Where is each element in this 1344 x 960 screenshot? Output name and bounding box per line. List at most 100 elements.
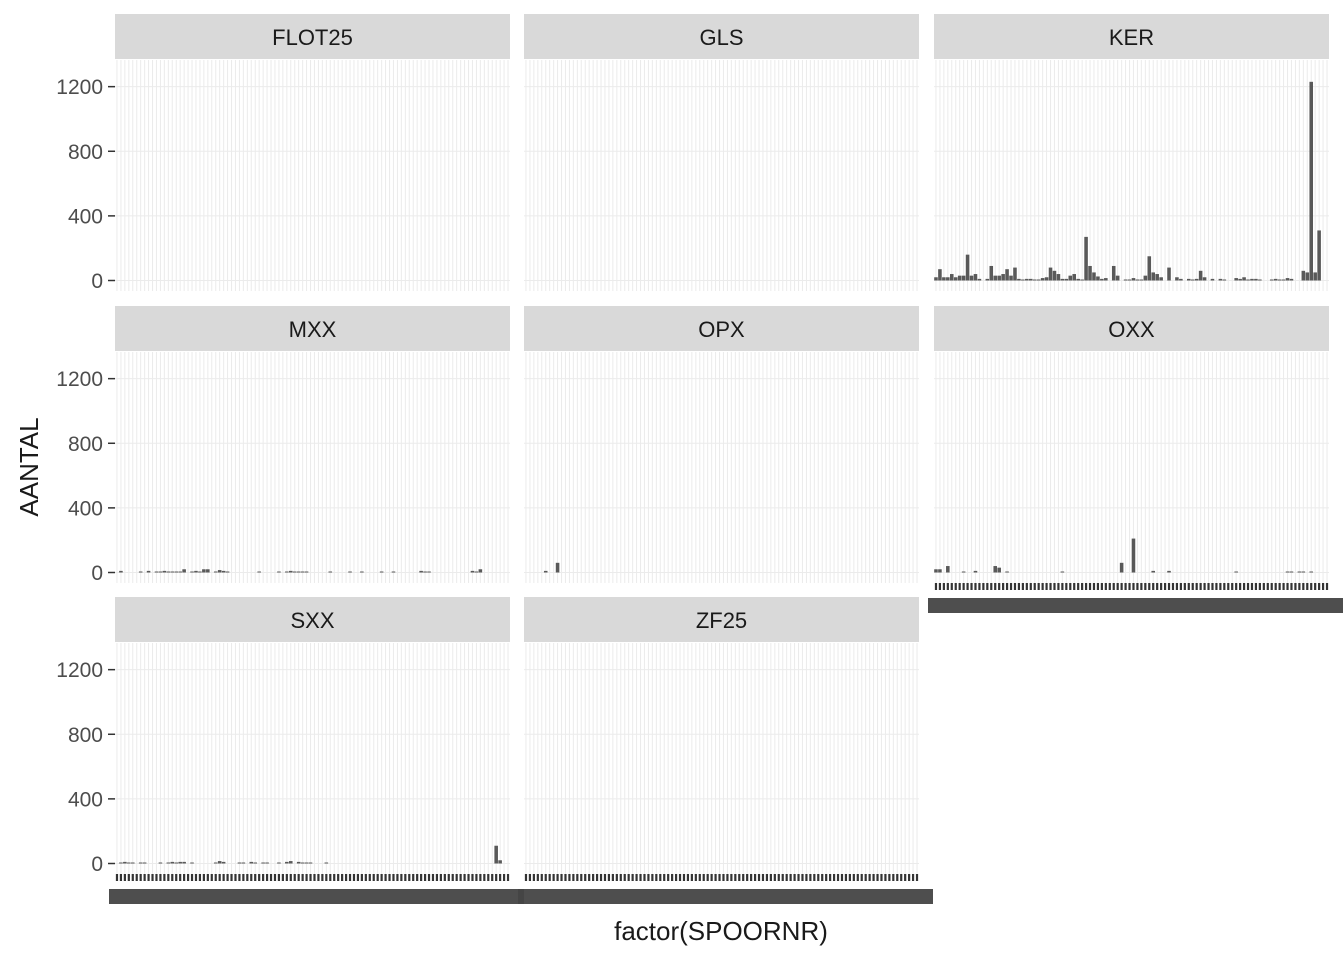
bar xyxy=(123,861,127,864)
y-tick-label: 800 xyxy=(68,141,103,164)
bar xyxy=(285,571,289,573)
strip-background xyxy=(115,306,510,351)
bar xyxy=(1064,278,1069,281)
bar xyxy=(237,862,242,864)
bar xyxy=(257,571,261,573)
bar xyxy=(288,861,293,864)
bar xyxy=(1222,279,1227,281)
bar xyxy=(1309,571,1314,573)
bar xyxy=(1281,279,1286,281)
bar xyxy=(190,571,194,573)
bar xyxy=(285,861,289,864)
bar xyxy=(953,277,958,281)
bar xyxy=(1111,265,1116,281)
bar xyxy=(1052,270,1057,281)
bar xyxy=(1104,278,1108,281)
bar xyxy=(1135,279,1140,281)
panel-zf25: ZF25 xyxy=(518,597,933,904)
bar xyxy=(127,862,131,864)
bar xyxy=(1151,272,1156,281)
strip-background xyxy=(524,306,919,351)
bar xyxy=(1285,571,1290,573)
panel-gls: GLS xyxy=(524,14,919,291)
bar xyxy=(296,861,301,864)
bar xyxy=(961,275,966,281)
bar xyxy=(1258,279,1262,281)
bar xyxy=(1234,278,1238,281)
bar xyxy=(379,571,384,573)
bar xyxy=(1060,278,1065,281)
bar xyxy=(1147,256,1152,281)
bar xyxy=(158,571,163,573)
bar xyxy=(288,570,293,573)
bar xyxy=(221,861,226,864)
strip-label: MXX xyxy=(289,317,337,342)
bar xyxy=(198,571,202,573)
bar xyxy=(182,569,186,573)
bar xyxy=(119,570,123,573)
bar xyxy=(253,862,258,864)
bar xyxy=(1092,272,1096,281)
bar xyxy=(1317,230,1321,281)
bar xyxy=(166,862,171,864)
bar xyxy=(965,254,970,281)
bar xyxy=(470,570,475,573)
bar xyxy=(1017,278,1021,281)
bar xyxy=(478,569,483,573)
bar xyxy=(1198,270,1203,281)
bar xyxy=(993,566,998,573)
bar xyxy=(973,274,978,281)
bar xyxy=(1123,279,1128,281)
bar xyxy=(217,861,222,864)
bar xyxy=(977,278,982,281)
bar xyxy=(138,862,143,864)
y-tick-label: 400 xyxy=(68,788,103,811)
bar xyxy=(249,861,254,864)
bar xyxy=(555,562,560,573)
bar xyxy=(934,569,938,573)
strip-label: GLS xyxy=(699,25,743,50)
bar xyxy=(213,862,218,864)
bar xyxy=(190,862,194,864)
bar xyxy=(1076,278,1080,281)
bar xyxy=(178,861,182,864)
bar xyxy=(985,278,990,281)
bar xyxy=(1025,278,1029,281)
bar xyxy=(217,570,222,573)
bar xyxy=(1194,278,1199,281)
bar xyxy=(961,571,966,573)
bar xyxy=(1139,279,1144,281)
bar xyxy=(194,570,198,573)
bar xyxy=(1143,275,1148,281)
bar xyxy=(946,566,950,573)
bar xyxy=(989,265,994,281)
bar xyxy=(154,571,159,573)
bar xyxy=(170,571,175,573)
strip-background xyxy=(115,14,510,59)
bar xyxy=(1297,571,1302,573)
x-tick-labels-band xyxy=(109,889,524,904)
bar xyxy=(328,571,333,573)
bar xyxy=(1210,278,1215,281)
bar xyxy=(202,569,206,573)
bar xyxy=(1254,278,1258,281)
bar xyxy=(1269,279,1274,281)
bar xyxy=(423,571,427,573)
y-tick-label: 0 xyxy=(91,270,103,293)
bar xyxy=(391,571,396,573)
bar xyxy=(296,571,301,573)
bar xyxy=(1044,277,1049,281)
bar xyxy=(162,570,167,573)
bar xyxy=(348,571,352,573)
bar xyxy=(225,571,230,573)
panel-oxx: OXX xyxy=(928,306,1343,613)
bar xyxy=(1285,278,1290,281)
bar xyxy=(142,862,147,864)
bar xyxy=(241,862,246,864)
bar xyxy=(119,862,123,864)
bar xyxy=(300,862,305,864)
bar xyxy=(221,570,226,573)
bar xyxy=(1167,267,1171,281)
bar xyxy=(1309,81,1314,281)
bar xyxy=(178,571,182,573)
